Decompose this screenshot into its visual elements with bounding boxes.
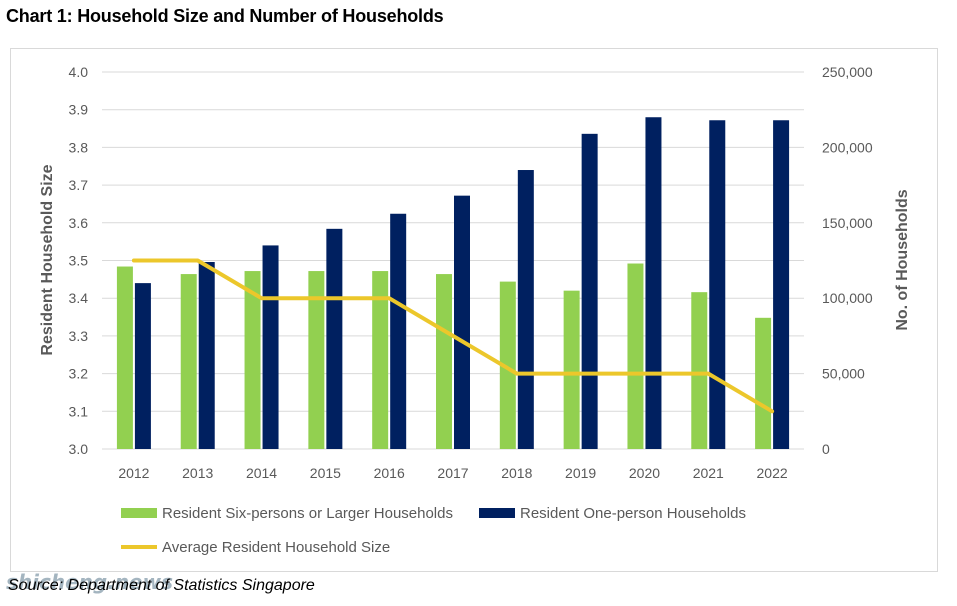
legend-six-person-label: Resident Six-persons or Larger Household… (162, 505, 453, 522)
bar-six-person (116, 266, 133, 449)
watermark: shicheng.news (6, 570, 173, 594)
bar-six-person (372, 271, 389, 449)
source-note: Source: Department of Statistics Singapo… (8, 577, 315, 594)
legend-average-size-label: Average Resident Household Size (162, 539, 390, 556)
x-tick-label: 2012 (118, 465, 149, 481)
left-tick-label: 3.1 (69, 403, 89, 419)
right-tick-label: 100,000 (822, 290, 873, 306)
bar-one-person (581, 133, 598, 449)
bar-one-person (517, 170, 534, 449)
bar-one-person (390, 213, 407, 449)
right-tick-label: 200,000 (822, 139, 873, 155)
left-tick-label: 3.3 (69, 328, 89, 344)
bar-one-person (134, 283, 151, 449)
right-tick-label: 150,000 (822, 215, 873, 231)
left-tick-label: 4.0 (69, 64, 89, 80)
right-tick-label: 50,000 (822, 366, 865, 382)
left-tick-label: 3.9 (69, 102, 89, 118)
left-tick-label: 3.8 (69, 139, 89, 155)
bar-one-person (198, 262, 215, 449)
bar-six-person (499, 281, 516, 449)
bar-six-person (627, 263, 644, 449)
line-average-size (131, 258, 775, 414)
x-tick-label: 2020 (629, 465, 660, 481)
x-tick-label: 2013 (182, 465, 213, 481)
x-tick-label: 2017 (437, 465, 468, 481)
left-tick-label: 3.5 (69, 253, 89, 269)
bar-six-person (244, 271, 261, 449)
legend-one-person-swatch (479, 508, 515, 518)
bar-one-person (326, 228, 343, 449)
left-tick-label: 3.4 (69, 290, 89, 306)
x-tick-label: 2018 (501, 465, 532, 481)
bar-six-person (436, 274, 452, 449)
right-tick-label: 250,000 (822, 64, 873, 80)
left-tick-label: 3.2 (69, 366, 89, 382)
right-axis-title: No. of Households (894, 189, 911, 330)
legend-one-person-label: Resident One-person Households (520, 505, 746, 522)
x-tick-label: 2019 (565, 465, 596, 481)
bar-one-person (454, 195, 470, 449)
bar-one-person (773, 120, 790, 450)
bar-six-person (755, 317, 772, 449)
x-tick-label: 2021 (693, 465, 724, 481)
left-tick-label: 3.6 (69, 215, 89, 231)
left-tick-label: 3.0 (69, 441, 89, 457)
legend-six-person-swatch (121, 508, 157, 518)
bar-six-person (180, 274, 197, 449)
bar-one-person (645, 117, 662, 450)
bar-six-person (691, 292, 708, 449)
bar-six-person (563, 290, 580, 449)
x-tick-label: 2014 (246, 465, 277, 481)
x-tick-label: 2015 (310, 465, 341, 481)
bar-one-person (262, 245, 279, 449)
x-tick-label: 2022 (757, 465, 788, 481)
bar-one-person (709, 120, 726, 450)
left-axis-title: Resident Household Size (39, 164, 56, 355)
x-tick-label: 2016 (374, 465, 405, 481)
left-tick-label: 3.7 (69, 177, 89, 193)
bar-six-person (308, 271, 325, 449)
chart-title: Chart 1: Household Size and Number of Ho… (6, 6, 444, 26)
right-tick-label: 0 (822, 441, 830, 457)
